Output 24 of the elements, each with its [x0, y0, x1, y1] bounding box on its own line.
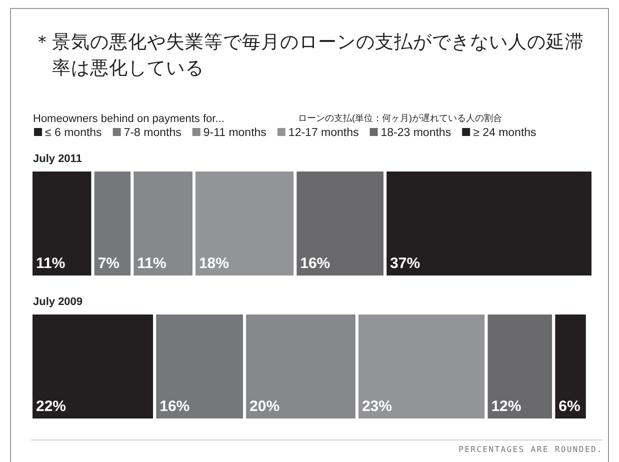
data-label: 6%	[558, 398, 580, 415]
legend-label: ≥ 24 months	[473, 127, 537, 139]
y-tick-label: July 2009	[33, 296, 83, 308]
legend-label: 7-8 months	[124, 127, 182, 139]
data-label: 7%	[98, 255, 120, 272]
text: ローンの支払(単位：何ヶ月)が遅れている人の割合	[298, 113, 502, 123]
legend-title: Homeowners behind on payments for...	[33, 113, 224, 125]
legend-label: 12-17 months	[288, 127, 359, 139]
data-label: 11%	[137, 255, 166, 272]
legend-label: 18-23 months	[380, 127, 452, 139]
chart-title: ＊景気の悪化や失業等で毎月のローンの支払ができない人の延滞率は悪化している	[33, 31, 584, 78]
data-label: 12%	[491, 398, 522, 415]
legend-label: 9-11 months	[203, 127, 267, 139]
data-label: 18%	[198, 255, 230, 272]
text: PERCENTAGES ARE ROUNDED.	[458, 445, 603, 454]
legend-label: ≤ 6 months	[45, 127, 102, 139]
data-label: 11%	[36, 255, 66, 272]
data-label: 22%	[36, 398, 66, 415]
y-tick-label: July 2011	[33, 153, 82, 165]
data-label: 20%	[250, 398, 280, 415]
data-label: 37%	[390, 255, 420, 272]
data-label: 16%	[300, 255, 330, 272]
data-label: 16%	[160, 398, 190, 415]
data-label: 23%	[362, 398, 392, 415]
